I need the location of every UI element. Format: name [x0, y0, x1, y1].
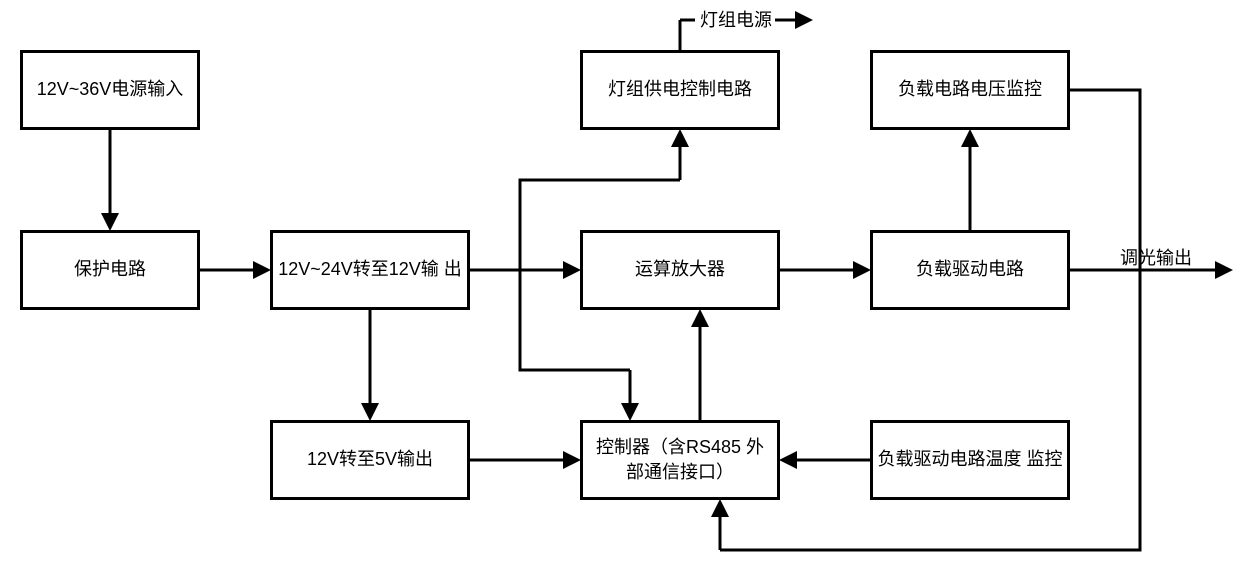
label-lamp-power: 灯组电源: [700, 6, 772, 32]
box-label: 负载驱动电路温度 监控: [878, 447, 1063, 472]
label-dim-output: 调光输出: [1120, 244, 1192, 270]
box-load-volt-mon: 负载电路电压监控: [870, 50, 1070, 130]
box-power-input: 12V~36V电源输入: [20, 50, 200, 130]
box-label: 12V~24V转至12V输 出: [278, 257, 462, 282]
box-op-amp: 运算放大器: [580, 230, 780, 310]
box-controller: 控制器（含RS485 外部通信接口）: [580, 420, 780, 500]
box-label: 负载电路电压监控: [898, 77, 1042, 102]
box-label: 12V转至5V输出: [307, 447, 433, 472]
box-label: 灯组供电控制电路: [608, 77, 752, 102]
box-label: 12V~36V电源输入: [37, 77, 184, 102]
box-load-drive: 负载驱动电路: [870, 230, 1070, 310]
box-conv-5v: 12V转至5V输出: [270, 420, 470, 500]
box-label: 保护电路: [74, 257, 146, 282]
box-load-temp-mon: 负载驱动电路温度 监控: [870, 420, 1070, 500]
box-protect-circuit: 保护电路: [20, 230, 200, 310]
box-label: 负载驱动电路: [916, 257, 1024, 282]
box-lamp-supply: 灯组供电控制电路: [580, 50, 780, 130]
box-conv-12v: 12V~24V转至12V输 出: [270, 230, 470, 310]
box-label: 运算放大器: [635, 257, 725, 282]
box-label: 控制器（含RS485 外部通信接口）: [587, 435, 773, 485]
